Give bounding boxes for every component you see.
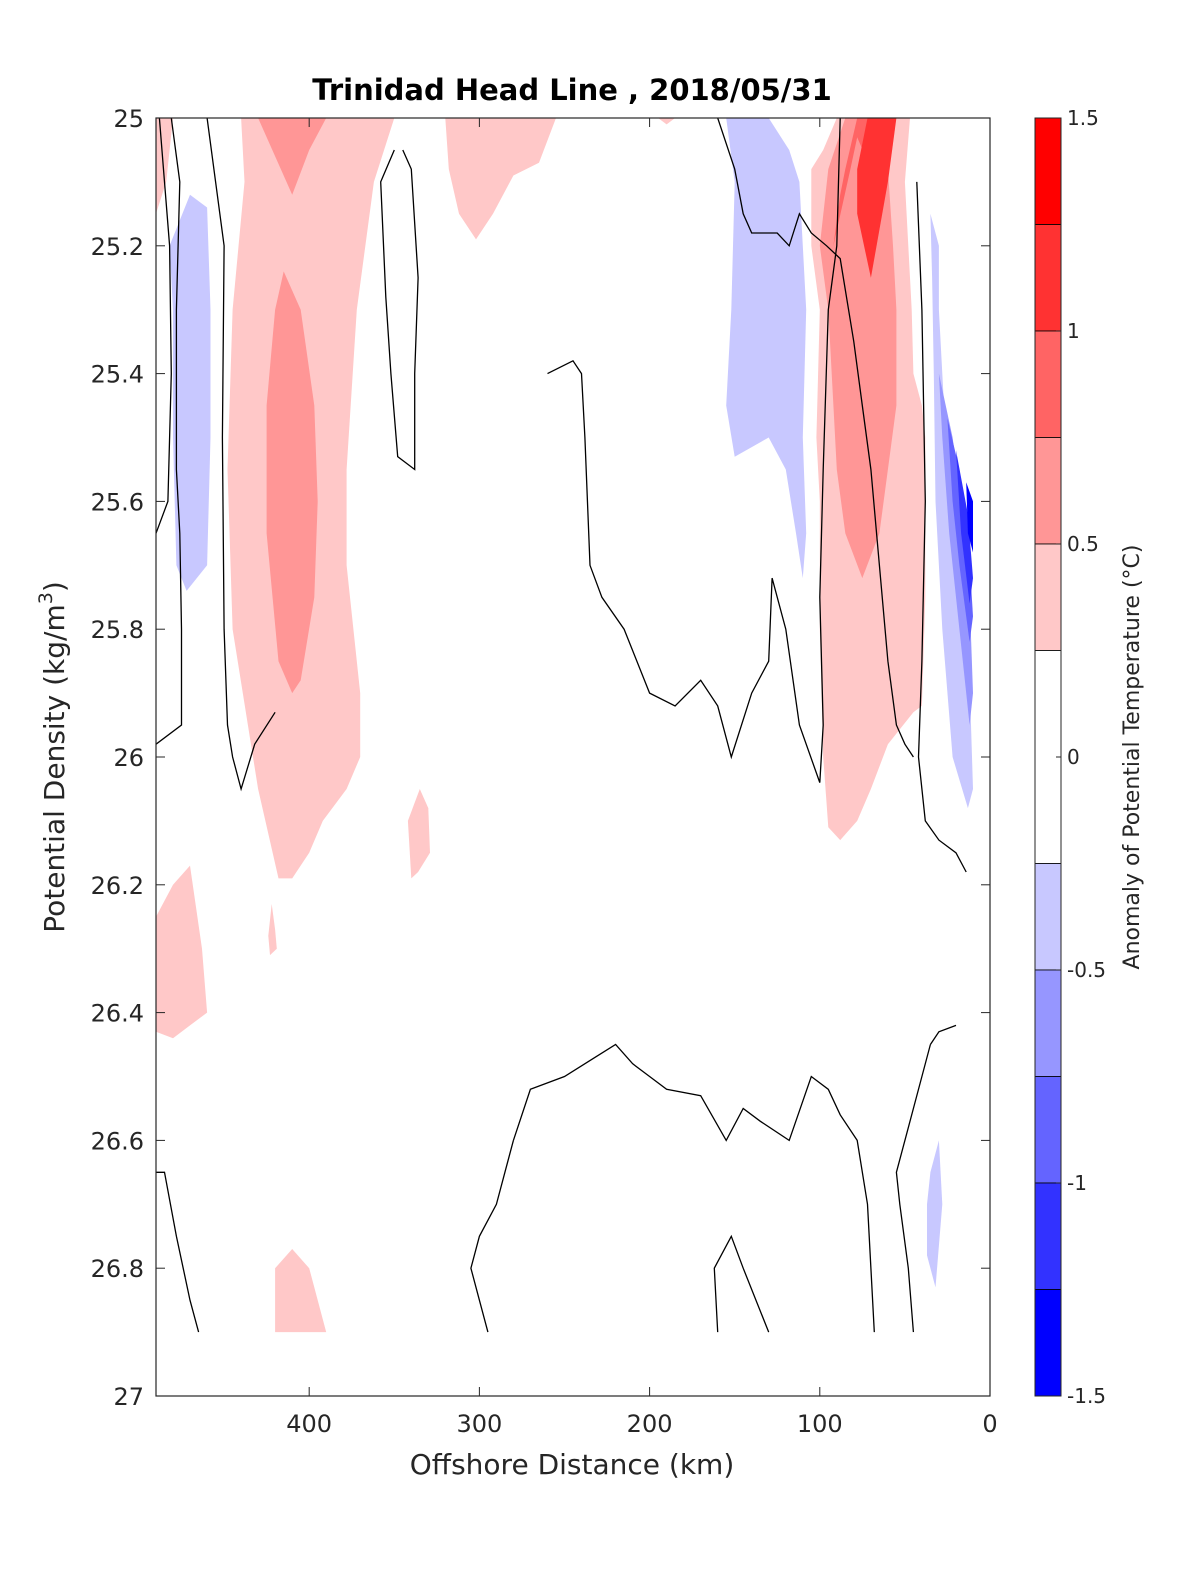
anomaly-region-15: [726, 118, 807, 579]
y-axis-label: Potential Density (kg/m3): [35, 581, 71, 933]
colorbar-band-4: [1034, 543, 1062, 651]
zero-contour-line-7: [916, 181, 967, 873]
colorbar-band-0: [1034, 117, 1062, 225]
zero-contour-line-11: [929, 1024, 957, 1045]
anomaly-region-9: [275, 1249, 327, 1333]
y-tick-label-1: 25.2: [91, 233, 144, 261]
colorbar-band-7: [1034, 969, 1062, 1077]
colorbar-band-9: [1034, 1182, 1062, 1290]
colorbar-tick-label-5: -1: [1067, 1171, 1087, 1195]
chart-title: Trinidad Head Line , 2018/05/31: [312, 73, 832, 107]
colorbar-ticks: 1.5 1 0.5 0 -0.5 -1 -1.5: [1056, 106, 1106, 1408]
zero-contour-line-9: [470, 1140, 515, 1333]
anomaly-region-3: [266, 271, 318, 694]
zero-contour-line-8: [512, 1043, 875, 1333]
x-tick-label-3: 100: [797, 1410, 843, 1438]
anomaly-region-0: [156, 118, 173, 214]
x-axis-label: Offshore Distance (km): [410, 1448, 735, 1481]
anomaly-region-8: [156, 865, 208, 1039]
zero-contour-line-6: [547, 118, 841, 783]
colorbar-tick-label-3: 0: [1067, 745, 1080, 769]
anomaly-region-20: [966, 482, 973, 553]
colorbar-label: Anomaly of Potential Temperature (°C): [1120, 545, 1145, 970]
anomaly-region-16: [930, 213, 973, 809]
anomaly-fill-layer: [156, 118, 973, 1333]
colorbar-tick-label-0: 1.5: [1067, 106, 1099, 130]
colorbar-tick-label-2: 0.5: [1067, 532, 1099, 556]
x-tick-label-4: 0: [982, 1410, 997, 1438]
y-tick-label-4: 25.8: [91, 616, 144, 644]
zero-contour-line-2: [206, 118, 276, 792]
colorbar-band-8: [1034, 1076, 1062, 1184]
y-tick-label-0: 25: [113, 105, 144, 133]
y-tick-label-10: 27: [113, 1383, 144, 1411]
zero-contour-layer: [156, 118, 967, 1333]
anomaly-region-14: [169, 194, 211, 591]
y-axis-label-close: ): [38, 581, 71, 592]
y-axis-label-superscript: 3: [35, 592, 57, 604]
colorbar-band-6: [1034, 863, 1062, 971]
x-tick-label-1: 300: [456, 1410, 502, 1438]
y-tick-label-9: 26.8: [91, 1255, 144, 1283]
zero-contour-line-4: [380, 149, 419, 471]
x-axis-ticks: 400 300 200 100 0: [286, 118, 998, 1438]
zero-contour-line-10: [713, 1234, 770, 1333]
y-tick-label-8: 26.6: [91, 1127, 144, 1155]
colorbar: 1.5 1 0.5 0 -0.5 -1 -1.5 Anomaly of Potential …: [1034, 106, 1145, 1408]
colorbar-band-10: [1034, 1289, 1062, 1397]
x-tick-label-2: 200: [627, 1410, 673, 1438]
colorbar-band-3: [1034, 437, 1062, 545]
anomaly-region-18: [947, 418, 973, 642]
anomaly-region-2: [258, 118, 327, 195]
zero-contour-line-1: [156, 118, 183, 745]
anomaly-region-5: [658, 118, 676, 125]
colorbar-band-2: [1034, 330, 1062, 438]
y-axis-label-main: Potential Density (kg/m: [38, 604, 71, 933]
anomaly-region-17: [938, 373, 973, 725]
y-tick-label-5: 26: [113, 744, 144, 772]
anomaly-region-6: [407, 789, 430, 879]
zero-contour-line-3: [156, 1171, 200, 1333]
anomaly-region-19: [956, 450, 973, 604]
colorbar-tick-label-6: -1.5: [1067, 1384, 1106, 1408]
y-tick-label-7: 26.4: [91, 1000, 144, 1028]
y-tick-label-6: 26.2: [91, 872, 144, 900]
y-tick-label-2: 25.4: [91, 361, 144, 389]
y-tick-label-3: 25.6: [91, 488, 144, 516]
zero-contour-line-5: [717, 118, 914, 758]
plot-area: 400 300 200 100 0 25 25.2 25.4 25.6 25.8 26 26.2 26…: [91, 105, 998, 1438]
zero-contour-line-0: [156, 118, 172, 534]
anomaly-region-4: [445, 118, 556, 240]
colorbar-tick-label-1: 1: [1067, 319, 1080, 343]
anomaly-region-7: [268, 904, 277, 956]
zero-contour-line-12: [895, 1044, 932, 1333]
colorbar-band-1: [1034, 224, 1062, 332]
y-axis-ticks: 25 25.2 25.4 25.6 25.8 26 26.2 26.4 26.6 26.8 27: [91, 105, 990, 1411]
colorbar-tick-label-4: -0.5: [1067, 958, 1106, 982]
anomaly-region-13: [857, 118, 897, 278]
x-tick-label-0: 400: [286, 1410, 332, 1438]
anomaly-region-21: [927, 1140, 943, 1288]
